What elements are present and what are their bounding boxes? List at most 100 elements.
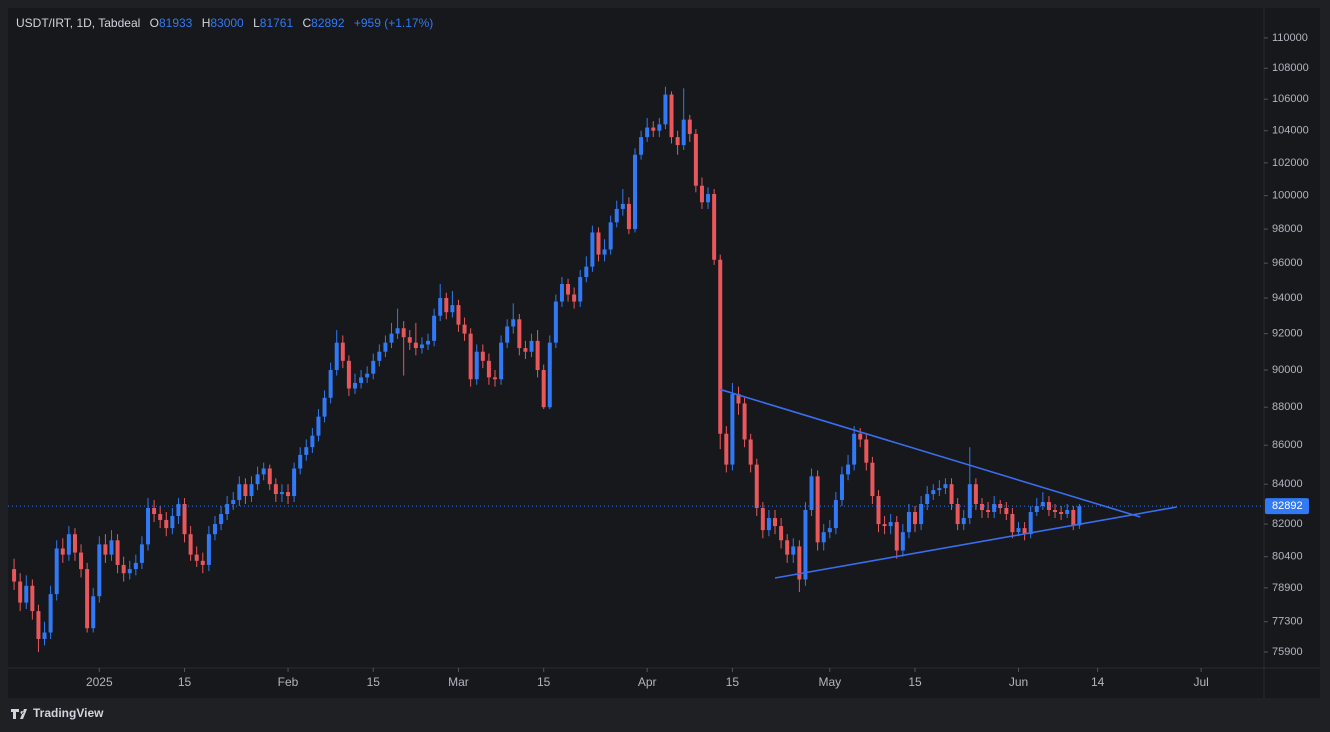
candle-body (620, 203, 625, 209)
candle-body (1053, 510, 1058, 513)
y-tick-label: 75900 (1272, 646, 1303, 658)
candle-body (72, 534, 77, 553)
candle-body (450, 305, 455, 313)
candle-body (85, 569, 90, 629)
x-tick-label: Apr (638, 675, 657, 689)
candle-body (304, 447, 309, 455)
candle-body (377, 351, 382, 361)
candle-body (882, 524, 887, 527)
candle-body (651, 127, 656, 131)
brand-logo: TradingView (11, 706, 104, 720)
candle-body (602, 249, 607, 255)
candle-body (407, 337, 412, 343)
candle-body (566, 284, 571, 295)
candle-body (839, 474, 844, 501)
candle-body (979, 504, 984, 511)
candle-body (48, 594, 53, 633)
ohlc-key: L (253, 16, 260, 30)
ohlc-key: O (150, 16, 159, 30)
candle-body (937, 488, 942, 491)
candle-body (480, 351, 485, 361)
candle-body (468, 333, 473, 380)
candle-body (1016, 528, 1021, 533)
candle-body (529, 340, 534, 352)
candle-body (511, 319, 516, 327)
candle-body (906, 512, 911, 533)
candle-body (139, 544, 144, 563)
candle-body (870, 462, 875, 497)
candle-body (152, 508, 157, 515)
last-price-label: 82892 (1272, 500, 1303, 512)
x-tick-label: 2025 (86, 675, 113, 689)
ohlc-value: 83000 (210, 16, 244, 30)
candle-body (1028, 512, 1033, 535)
candle-body (633, 154, 637, 230)
candle-body (42, 632, 47, 639)
candle-body (54, 548, 59, 595)
candle-body (712, 193, 717, 260)
candle-body (967, 484, 972, 519)
candle-body (164, 520, 169, 529)
candle-body (1034, 506, 1039, 513)
candle-body (919, 504, 924, 525)
candle-body (669, 94, 674, 138)
candle-body (773, 518, 778, 527)
trendline (719, 388, 1141, 518)
candle-body (456, 305, 461, 325)
candle-body (359, 377, 364, 383)
candle-body (900, 532, 905, 551)
candle-body (572, 294, 577, 302)
candle-body (158, 514, 163, 521)
x-tick-label: 14 (1091, 675, 1105, 689)
candle-body (742, 403, 747, 440)
x-tick-label: Mar (448, 675, 469, 689)
candle-body (779, 526, 784, 541)
candle-body (699, 185, 704, 203)
candle-body (559, 284, 564, 302)
candle-body (1065, 510, 1070, 515)
y-tick-label: 78900 (1272, 582, 1303, 594)
y-tick-label: 94000 (1272, 292, 1303, 304)
legend-header: USDT/IRT, 1D, Tabdeal O81933 H83000 L817… (16, 16, 433, 30)
candle-body (736, 394, 741, 404)
candle-body (486, 360, 491, 378)
candle-body (426, 340, 431, 345)
candle-body (596, 232, 601, 255)
x-tick-label: Jun (1009, 675, 1028, 689)
candle-body (992, 504, 997, 513)
candle-body (389, 333, 394, 343)
candle-body (693, 133, 698, 186)
candle-body (858, 433, 863, 440)
y-tick-label: 102000 (1272, 157, 1309, 169)
y-tick-label: 100000 (1272, 190, 1309, 202)
candle-body (888, 522, 893, 527)
candle-body (346, 360, 351, 389)
candle-body (913, 512, 918, 525)
candle-body (1071, 510, 1076, 526)
candle-body (292, 468, 297, 497)
y-tick-label: 96000 (1272, 257, 1303, 269)
candle-body (133, 562, 138, 570)
x-tick-label: Feb (278, 675, 299, 689)
candle-body (328, 370, 333, 398)
candle-body (961, 518, 966, 525)
candle-body (584, 266, 589, 278)
symbol: USDT/IRT, 1D, Tabdeal (16, 16, 140, 30)
candle-body (815, 476, 820, 543)
y-tick-label: 108000 (1272, 62, 1309, 74)
candle-body (365, 373, 370, 378)
candle-body (200, 560, 205, 565)
ohlc-key: C (302, 16, 311, 30)
x-tick-label: 15 (178, 675, 192, 689)
x-tick-label: 15 (537, 675, 551, 689)
candle-body (182, 504, 187, 535)
candle-body (322, 397, 327, 417)
candle-body (492, 377, 497, 380)
candle-body (176, 504, 181, 517)
candle-body (1077, 506, 1082, 526)
y-tick-label: 98000 (1272, 223, 1303, 235)
candle-body (310, 435, 315, 448)
candle-body (675, 137, 680, 146)
candle-body (60, 548, 65, 555)
